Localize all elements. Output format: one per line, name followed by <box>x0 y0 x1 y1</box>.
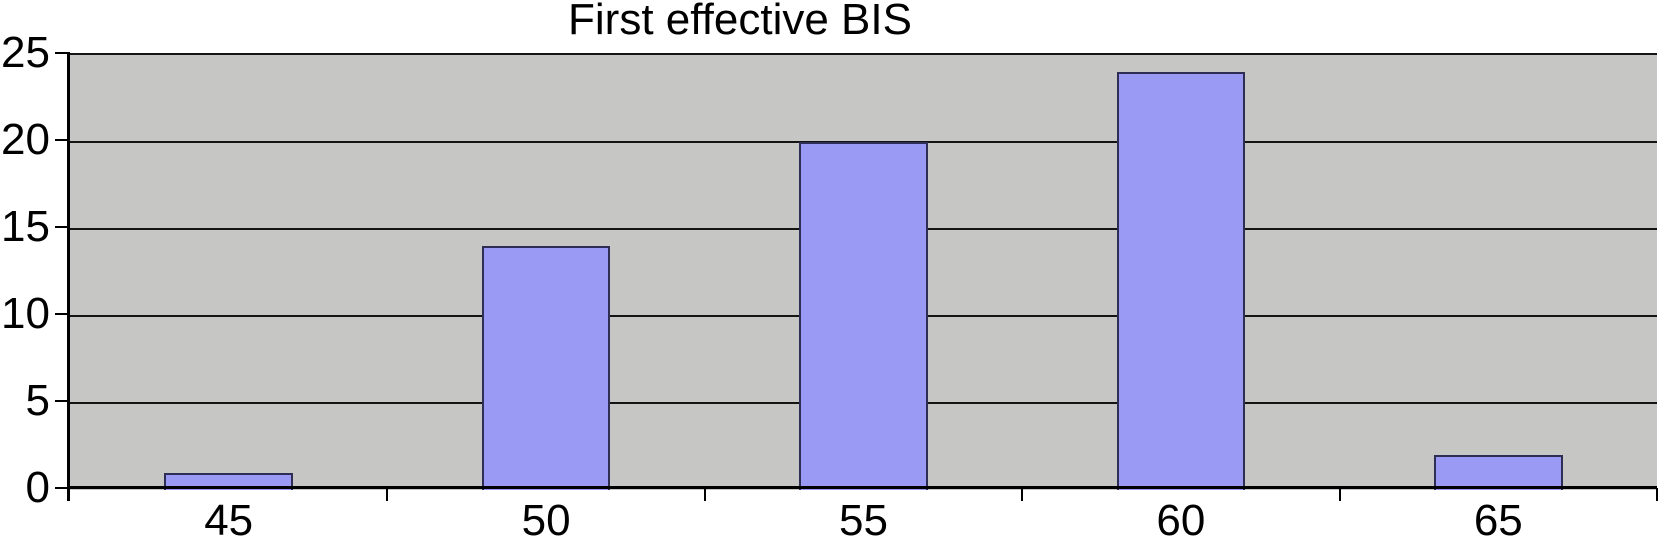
y-tick-label: 25 <box>1 28 50 77</box>
x-tick <box>1021 488 1024 501</box>
y-tick-label: 10 <box>1 289 50 338</box>
bar <box>164 472 293 490</box>
y-tick <box>55 52 70 54</box>
y-tick <box>55 313 70 315</box>
bar <box>1434 455 1563 490</box>
y-tick <box>55 487 70 489</box>
x-tick <box>1656 488 1658 501</box>
plot-area <box>70 53 1657 490</box>
bar <box>799 142 928 490</box>
y-tick <box>55 400 70 402</box>
x-tick <box>1338 488 1341 501</box>
x-tick-label: 45 <box>204 496 254 545</box>
y-tick-label: 0 <box>25 463 50 512</box>
x-tick-label: 60 <box>1156 496 1206 545</box>
y-tick-label: 15 <box>1 202 50 251</box>
y-tick <box>55 139 70 141</box>
chart-title: First effective BIS <box>568 0 912 44</box>
x-tick-label: 55 <box>839 496 888 545</box>
x-tick <box>386 488 389 501</box>
x-tick-label: 50 <box>521 496 571 545</box>
x-tick-label: 65 <box>1473 496 1523 545</box>
x-tick <box>703 488 706 501</box>
y-axis-line <box>67 53 70 501</box>
y-tick-label: 20 <box>1 115 50 164</box>
y-tick <box>55 226 70 228</box>
bar <box>481 246 611 490</box>
bar <box>1116 72 1246 490</box>
y-tick-label: 5 <box>25 376 50 425</box>
x-axis-line <box>67 486 1657 489</box>
